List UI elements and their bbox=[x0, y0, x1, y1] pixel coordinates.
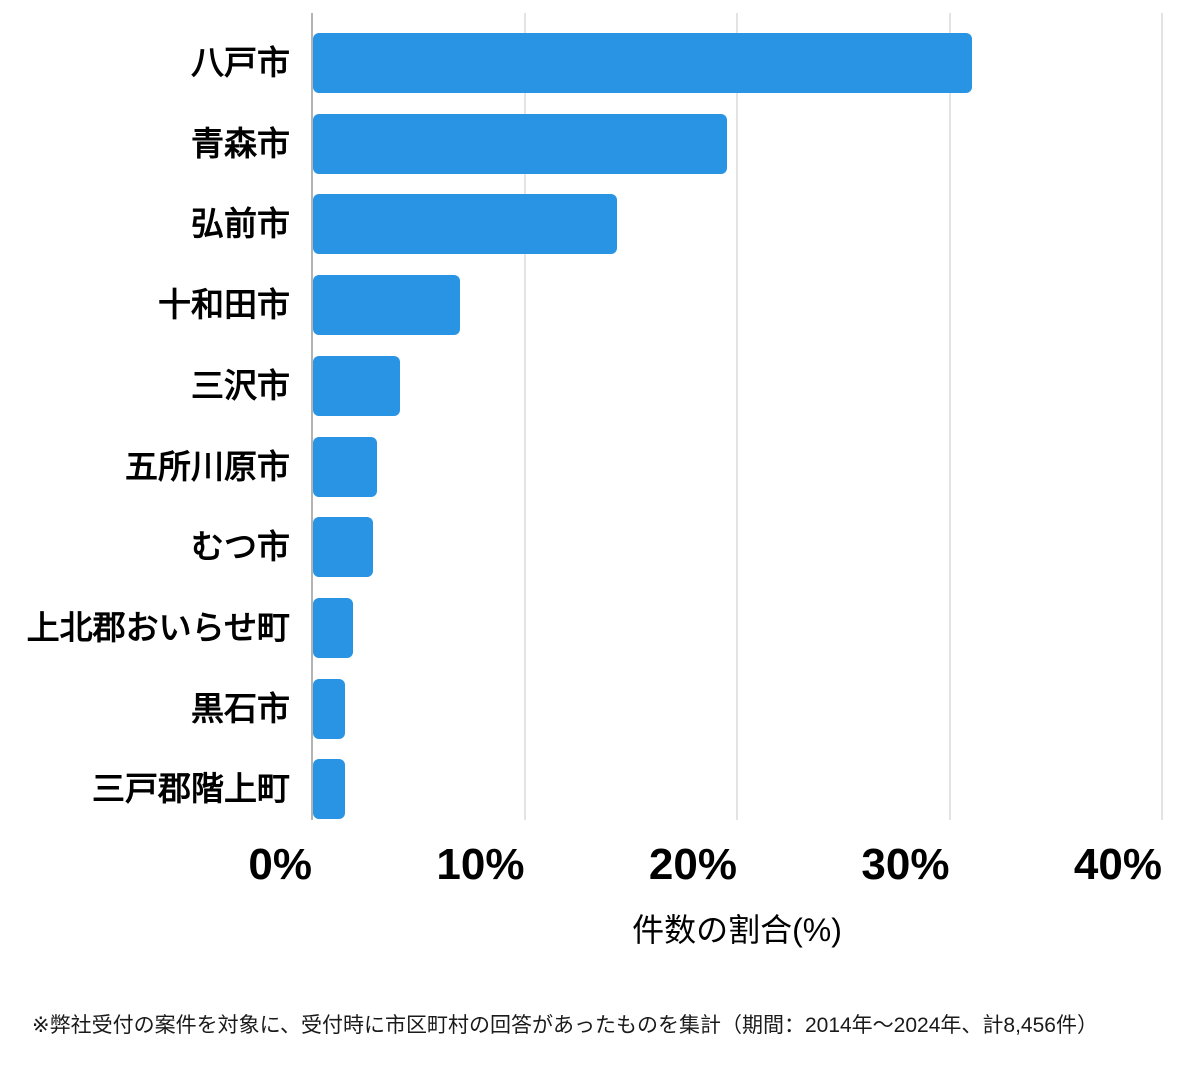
bar bbox=[313, 275, 460, 336]
x-axis-title: 件数の割合(%) bbox=[632, 912, 842, 948]
category-label: 八戸市 bbox=[191, 43, 290, 81]
category-label: 弘前市 bbox=[191, 205, 290, 243]
category-label: 五所川原市 bbox=[125, 447, 290, 485]
footnote: ※弊社受付の案件を対象に、受付時に市区町村の回答があったものを集計（期間：201… bbox=[32, 1014, 1098, 1037]
x-tick-label: 10% bbox=[436, 840, 525, 889]
x-tick-label: 0% bbox=[248, 840, 312, 889]
category-label: 青森市 bbox=[191, 124, 290, 162]
category-label: 黒石市 bbox=[191, 689, 290, 727]
gridline bbox=[736, 13, 738, 820]
category-label: 三戸郡階上町 bbox=[92, 770, 290, 808]
bar bbox=[313, 597, 354, 658]
x-axis-ticks: 0% 10% 20% 30% 40% bbox=[248, 840, 1162, 895]
bar bbox=[313, 517, 373, 578]
category-label: 上北郡おいらせ町 bbox=[26, 608, 290, 646]
category-label: 十和田市 bbox=[158, 285, 290, 323]
x-tick-label: 20% bbox=[648, 840, 737, 889]
gridline bbox=[1161, 13, 1163, 820]
plot-area bbox=[311, 13, 1163, 820]
bar bbox=[313, 355, 401, 416]
category-label: むつ市 bbox=[191, 528, 290, 566]
y-axis-labels: 八戸市青森市弘前市十和田市三沢市五所川原市むつ市上北郡おいらせ町黒石市三戸郡階上… bbox=[0, 13, 290, 820]
y-axis-line bbox=[311, 13, 313, 820]
bar bbox=[313, 678, 345, 739]
bar bbox=[313, 33, 972, 93]
gridline bbox=[523, 13, 526, 820]
x-tick-label: 30% bbox=[861, 840, 950, 889]
x-tick-label: 40% bbox=[1073, 840, 1162, 889]
bar bbox=[313, 436, 377, 497]
bar bbox=[313, 194, 617, 255]
gridline bbox=[948, 13, 951, 820]
bar bbox=[313, 759, 345, 820]
bar bbox=[313, 113, 728, 174]
category-label: 三沢市 bbox=[191, 366, 290, 404]
